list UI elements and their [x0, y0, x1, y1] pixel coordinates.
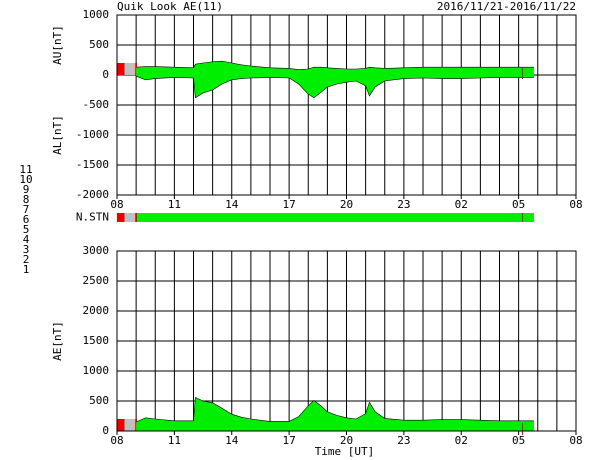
x-tick-label: 02: [455, 198, 468, 211]
y-tick-label: 1500: [83, 334, 110, 347]
x-tick-label: 14: [225, 434, 239, 447]
station-label: 4: [23, 233, 30, 246]
status-segment: [124, 213, 136, 222]
station-label: 11: [19, 163, 32, 176]
status-block: [117, 419, 125, 431]
station-label: 8: [23, 193, 30, 206]
x-tick-label: 17: [283, 198, 296, 211]
x-tick-label: 20: [340, 198, 353, 211]
x-tick-label: 08: [110, 198, 123, 211]
y-tick-label: 500: [89, 394, 109, 407]
y-axis-label: AU[nT]: [51, 25, 64, 65]
x-tick-label: 17: [283, 434, 296, 447]
y-tick-label: 0: [102, 424, 109, 437]
y-tick-label: 0: [102, 68, 109, 81]
chart-title: Quik Look AE(11): [117, 0, 223, 13]
status-segment: [117, 213, 125, 222]
station-label: 7: [23, 203, 30, 216]
status-block: [124, 63, 136, 75]
station-label: 2: [23, 253, 30, 266]
status-segment: [135, 213, 138, 222]
x-tick-label: 02: [455, 434, 468, 447]
x-tick-label: 08: [569, 198, 582, 211]
x-tick-label: 05: [512, 434, 525, 447]
station-label: 9: [23, 183, 30, 196]
y-tick-label: -1500: [76, 158, 109, 171]
y-tick-label: -500: [83, 98, 110, 111]
x-tick-label: 23: [397, 434, 410, 447]
station-label: 5: [23, 223, 30, 236]
x-tick-label: 14: [225, 198, 239, 211]
area-edge: [136, 60, 534, 70]
status-label: N.STN: [76, 211, 109, 224]
x-tick-label: 05: [512, 198, 525, 211]
y-tick-label: 2000: [83, 304, 110, 317]
y-axis-label: AE[nT]: [51, 321, 64, 361]
status-block: [117, 63, 125, 75]
area-edge: [136, 75, 534, 99]
status-block: [124, 419, 136, 431]
plot-frame: [116, 14, 577, 196]
y-axis-label: AL[nT]: [51, 115, 64, 155]
x-tick-label: 23: [397, 198, 410, 211]
station-label: 10: [19, 173, 32, 186]
x-tick-label: 08: [569, 434, 582, 447]
plot-frame: [116, 250, 577, 432]
x-axis-label: Time [UT]: [315, 445, 375, 458]
area-edge: [136, 396, 534, 423]
station-label: 1: [23, 263, 30, 276]
date-range: 2016/11/21-2016/11/22: [437, 0, 576, 13]
y-tick-label: 2500: [83, 274, 110, 287]
y-tick-label: 3000: [83, 244, 110, 257]
area-fill: [136, 397, 534, 431]
x-tick-label: 11: [168, 434, 181, 447]
status-segment: [137, 213, 534, 222]
y-tick-label: 1000: [83, 8, 110, 21]
x-tick-label: 08: [110, 434, 123, 447]
y-tick-label: 500: [89, 38, 109, 51]
y-tick-label: 1000: [83, 364, 110, 377]
y-tick-label: -2000: [76, 188, 109, 201]
station-label: 6: [23, 213, 30, 226]
y-tick-label: -1000: [76, 128, 109, 141]
area-fill: [136, 61, 534, 75]
station-label: 3: [23, 243, 30, 256]
x-tick-label: 20: [340, 434, 353, 447]
x-tick-label: 11: [168, 198, 181, 211]
